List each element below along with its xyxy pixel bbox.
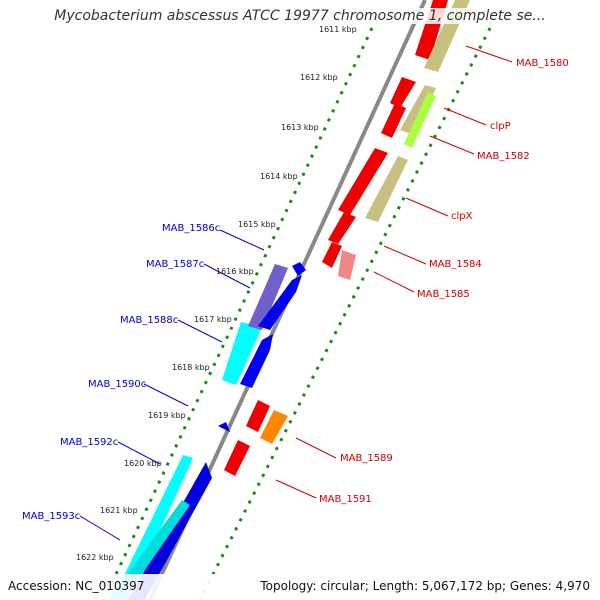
topology-text: Topology: circular; Length: 5,067,172 bp…	[260, 579, 590, 593]
kbp-ticks: 1611 kbp 1612 kbp 1613 kbp 1614 kbp 1615…	[76, 25, 357, 562]
gene-mab-1584-b	[322, 242, 342, 268]
kbp-tick: 1612 kbp	[300, 73, 338, 82]
kbp-tick: 1618 kbp	[172, 363, 210, 372]
gene-mab-1593c-outer	[112, 455, 193, 600]
gene-mab-1588c-outer	[222, 322, 262, 385]
gene-label[interactable]: MAB_1585	[417, 289, 470, 300]
gene-clpx-red	[338, 148, 388, 215]
gene-label[interactable]: MAB_1591	[319, 494, 372, 505]
inner-scale-ring	[198, 27, 492, 600]
gene-mab-1590c	[218, 422, 230, 432]
kbp-tick: 1616 kbp	[216, 267, 254, 276]
gene-mab-1585	[338, 250, 356, 280]
gene-mab-1589-red	[246, 400, 270, 432]
gene-label[interactable]: MAB_1584	[429, 259, 482, 270]
gene-mab-1582-red	[381, 103, 406, 138]
outer-scale-ring	[102, 27, 374, 600]
gene-label[interactable]: MAB_1589	[340, 453, 393, 464]
accession-text: Accession: NC_010397	[8, 579, 145, 593]
gene-clpp	[390, 77, 416, 108]
gene-clpx-tan	[365, 156, 408, 222]
gene-mab-1589-orange	[260, 410, 288, 444]
gene-label[interactable]: MAB_1587c	[146, 259, 204, 270]
forward-leaders	[275, 45, 513, 499]
gene-label[interactable]: MAB_1592c	[60, 437, 118, 448]
gene-mab-1587c	[248, 264, 288, 330]
gene-mab-1584	[328, 212, 356, 244]
forward-labels: MAB_1580 clpP MAB_1582 clpX MAB_1584 MAB…	[319, 58, 569, 505]
gene-label[interactable]: MAB_1590c	[88, 379, 146, 390]
map-title: Mycobacterium abscessus ATCC 19977 chrom…	[0, 8, 600, 24]
gene-mab-1586c-head	[292, 262, 306, 276]
gene-mab-1586c	[258, 275, 302, 330]
gene-label[interactable]: MAB_1586c	[162, 223, 220, 234]
reverse-leaders	[79, 229, 265, 541]
kbp-tick: 1622 kbp	[76, 553, 114, 562]
gene-mab-1588c-inner	[240, 334, 273, 388]
gene-mab-1582-green	[404, 92, 436, 148]
kbp-tick: 1620 kbp	[124, 459, 162, 468]
kbp-tick: 1617 kbp	[194, 315, 232, 324]
reverse-labels: MAB_1586c MAB_1587c MAB_1588c MAB_1590c …	[22, 223, 220, 522]
kbp-tick: 1615 kbp	[238, 220, 276, 229]
gene-label[interactable]: MAB_1582	[477, 151, 530, 162]
kbp-tick: 1619 kbp	[148, 411, 186, 420]
kbp-tick: 1621 kbp	[100, 506, 138, 515]
gene-label[interactable]: MAB_1588c	[120, 315, 178, 326]
gene-label[interactable]: clpP	[490, 121, 511, 132]
kbp-tick: 1614 kbp	[260, 172, 298, 181]
gene-label[interactable]: clpX	[451, 211, 473, 222]
gene-label[interactable]: MAB_1580	[516, 58, 569, 69]
kbp-tick: 1613 kbp	[281, 123, 319, 132]
gene-label[interactable]: MAB_1593c	[22, 511, 80, 522]
footer-bar: Accession: NC_010397 Topology: circular;…	[0, 574, 600, 600]
gene-mab-1591	[224, 440, 250, 476]
kbp-tick: 1611 kbp	[319, 25, 357, 34]
